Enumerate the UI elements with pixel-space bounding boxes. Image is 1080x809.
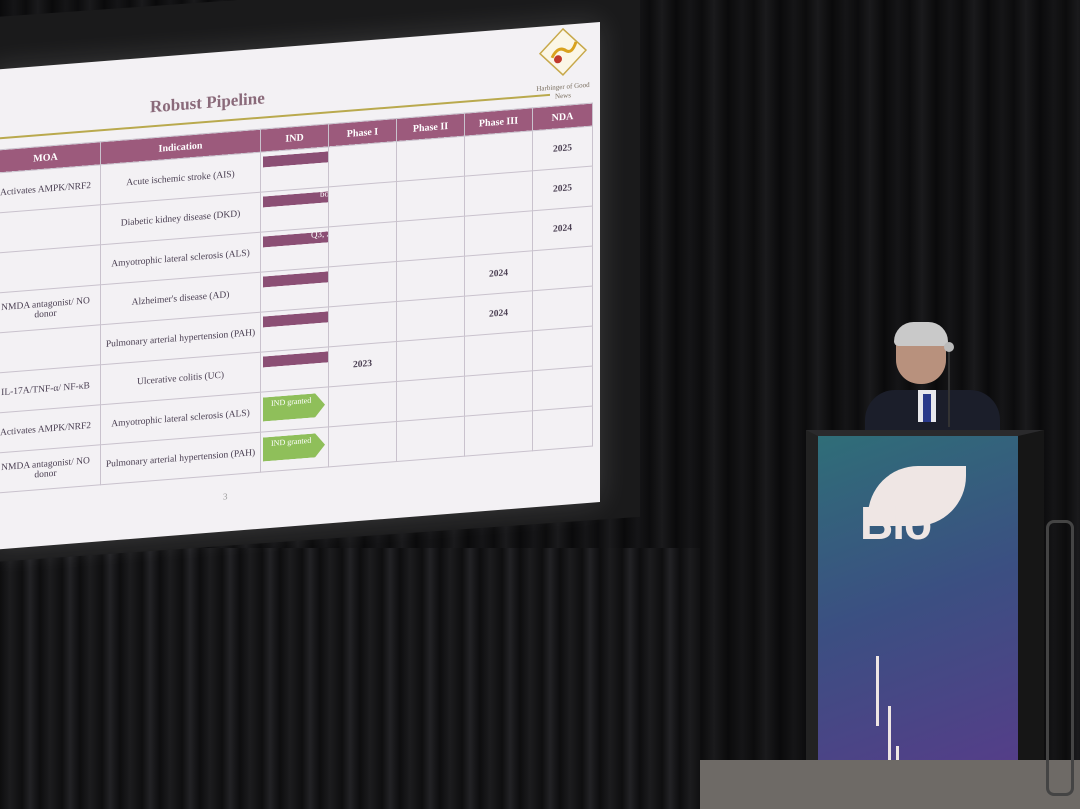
milestone-year: 2025 <box>553 182 572 195</box>
podium-bar-1 <box>876 656 879 726</box>
chair <box>1046 520 1074 796</box>
microphone-stand <box>948 352 950 427</box>
phase-cell <box>260 346 329 393</box>
phase-cell <box>532 326 593 371</box>
phase-cell <box>396 176 465 222</box>
moa-cell: NMDA antagonist/ NO donor <box>0 444 101 494</box>
podium-bar-3 <box>896 746 899 766</box>
phase-cell <box>464 330 533 377</box>
phase-cell <box>396 296 465 342</box>
phase-cell: Q3, 2023 <box>260 226 329 273</box>
company-logo-icon <box>538 27 588 76</box>
podium-brand: Bio <box>860 497 932 549</box>
speaker <box>860 322 1010 435</box>
phase-cell: 2023 <box>328 341 397 387</box>
ind-granted-badge: IND granted <box>263 433 325 462</box>
phase-cell <box>464 370 533 417</box>
milestone-year: 2024 <box>489 267 508 280</box>
phase-cell <box>532 406 593 451</box>
phase-cell <box>328 301 397 347</box>
phase-cell: 2024 <box>464 250 533 297</box>
phase-cell <box>464 210 533 257</box>
phase-cell: 2024 <box>532 206 593 251</box>
phase-cell <box>464 170 533 217</box>
phase-cell <box>260 266 329 313</box>
phase-cell <box>328 261 397 307</box>
phase-cell: 2025 <box>532 166 593 211</box>
pipeline-table: MOA Indication IND Phase I Phase II Phas… <box>0 103 593 494</box>
projection-slide: Robust Pipeline Harbinger of Good News M… <box>0 21 600 551</box>
page-number: 3 <box>223 491 228 502</box>
milestone-year: 2024 <box>553 222 572 235</box>
phase-cell <box>328 181 397 227</box>
stage-platform <box>700 760 1080 809</box>
progress-bar <box>263 351 329 368</box>
podium-bar-2 <box>888 706 891 766</box>
phase-cell <box>532 286 593 331</box>
phase-cell: IND granted <box>260 386 329 433</box>
microphone-icon <box>944 342 954 352</box>
slide-title: Robust Pipeline <box>150 88 265 117</box>
milestone-year: 2025 <box>553 142 572 155</box>
phase-cell <box>396 416 465 462</box>
milestone-year: 2023 <box>353 358 372 370</box>
phase-cell <box>464 130 533 177</box>
phase-cell: IND granted <box>260 426 329 473</box>
phase-cell <box>328 141 397 187</box>
logo-caption: Harbinger of Good News <box>536 80 590 101</box>
phase-cell <box>260 146 329 193</box>
phase-cell <box>532 366 593 411</box>
milestone-year: 2024 <box>489 307 508 320</box>
podium: Bio <box>806 430 1044 806</box>
ind-granted-badge: IND granted <box>263 393 325 422</box>
phase-cell <box>396 336 465 382</box>
phase-cell: both IIa and IIb completed <box>260 186 329 233</box>
phase-cell <box>396 136 465 182</box>
phase-cell <box>396 376 465 422</box>
phase-cell <box>328 421 397 467</box>
phase-cell <box>328 381 397 427</box>
phase-cell <box>464 410 533 457</box>
progress-bar-label: both IIa and IIb completed <box>320 187 329 200</box>
phase-cell: 2024 <box>464 290 533 337</box>
phase-cell <box>328 221 397 267</box>
phase-cell: 2025 <box>532 126 593 171</box>
speaker-tie <box>923 394 931 422</box>
phase-cell <box>260 306 329 353</box>
phase-cell <box>396 256 465 302</box>
lower-curtain <box>0 548 700 809</box>
phase-cell <box>532 246 593 291</box>
phase-cell <box>396 216 465 262</box>
speaker-hair <box>894 322 948 346</box>
progress-bar-label: Q3, 2023 <box>311 227 329 240</box>
